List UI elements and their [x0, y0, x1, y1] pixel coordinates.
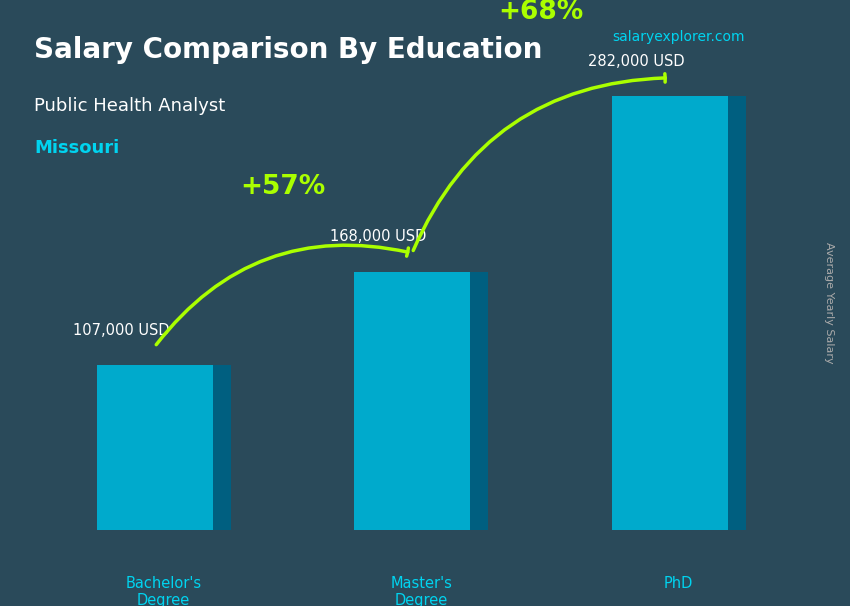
Text: Public Health Analyst: Public Health Analyst	[34, 97, 225, 115]
Text: 282,000 USD: 282,000 USD	[588, 53, 684, 68]
Polygon shape	[212, 365, 230, 530]
Text: 107,000 USD: 107,000 USD	[73, 322, 169, 338]
Text: PhD: PhD	[664, 576, 694, 591]
Text: +57%: +57%	[241, 174, 326, 200]
Text: Average Yearly Salary: Average Yearly Salary	[824, 242, 834, 364]
Text: Missouri: Missouri	[34, 139, 119, 158]
Text: Salary Comparison By Education: Salary Comparison By Education	[34, 36, 542, 64]
Polygon shape	[354, 271, 470, 530]
Polygon shape	[470, 271, 488, 530]
Text: +68%: +68%	[498, 0, 584, 25]
Text: Bachelor's
Degree: Bachelor's Degree	[126, 576, 201, 606]
Polygon shape	[97, 365, 212, 530]
Polygon shape	[612, 96, 728, 530]
Polygon shape	[728, 96, 745, 530]
Text: Master's
Degree: Master's Degree	[390, 576, 452, 606]
Text: salaryexplorer.com: salaryexplorer.com	[612, 30, 745, 44]
Text: 168,000 USD: 168,000 USD	[331, 229, 427, 244]
